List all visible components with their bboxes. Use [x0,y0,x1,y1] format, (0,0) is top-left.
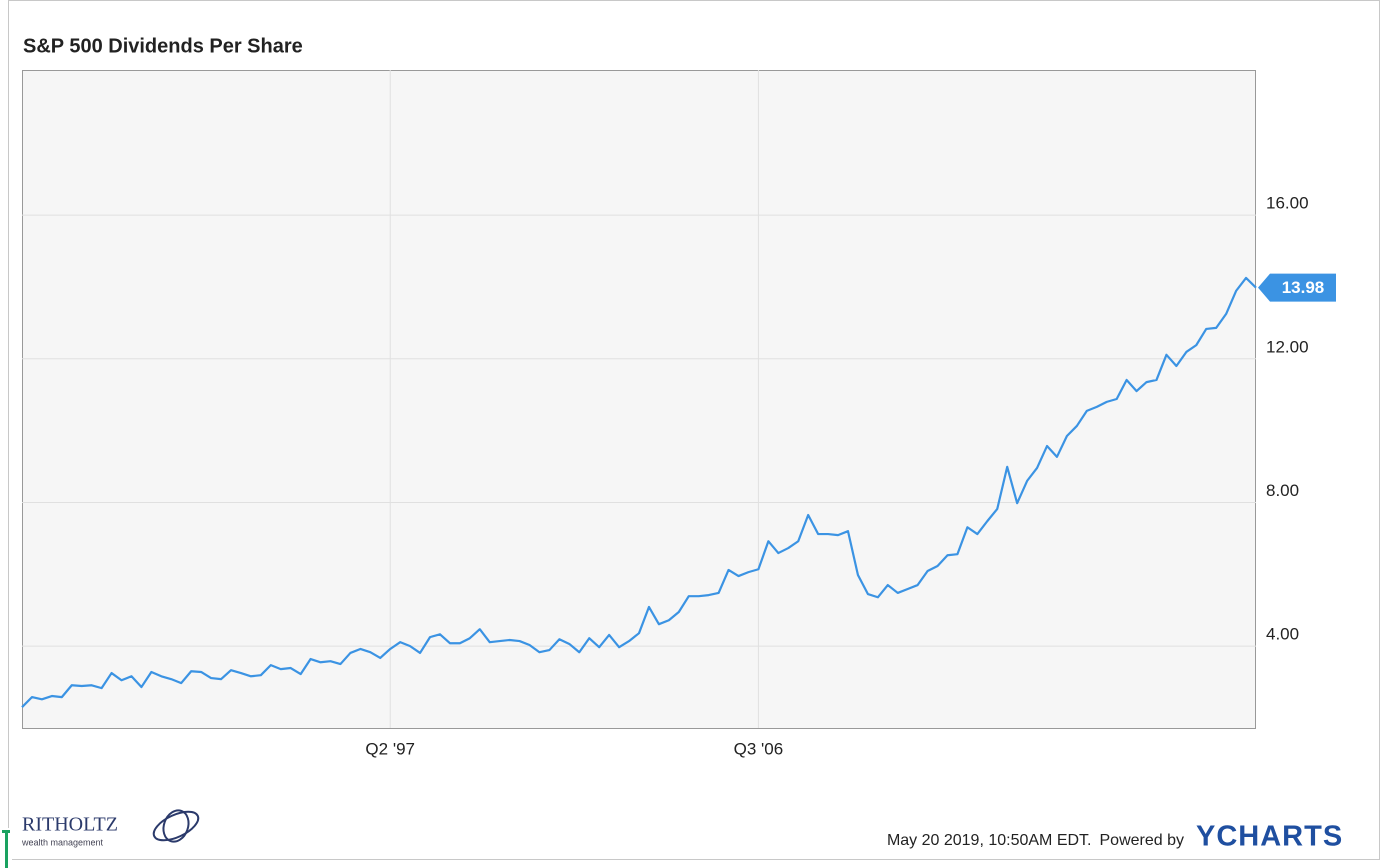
chart-title: S&P 500 Dividends Per Share [23,35,303,57]
y-tick-label: 8.00 [1266,481,1299,500]
plot-area [22,70,1256,729]
logo-name: RITHOLTZ [22,814,118,836]
footer-powered: Powered by [1100,832,1185,849]
logo-swirl [162,809,190,843]
y-tick-label: 12.00 [1266,337,1309,356]
footer-timestamp: May 20 2019, 10:50AM EDT. [887,832,1092,849]
x-tick-label: Q3 '06 [734,739,784,758]
footer-brand: YCHARTS [1196,821,1343,853]
logo-swirl [152,810,200,842]
x-tick-label: Q2 '97 [365,739,415,758]
y-tick-label: 16.00 [1266,194,1309,213]
y-tick-label: 4.00 [1266,625,1299,644]
logo: RITHOLTZ wealth management [21,809,200,847]
edge-mark [5,830,8,868]
last-value-badge [1258,273,1336,302]
grid [22,70,1256,728]
last-value-label: 13.98 [1282,278,1325,297]
logo-tagline: wealth management [21,837,104,847]
data-line [21,276,1257,708]
